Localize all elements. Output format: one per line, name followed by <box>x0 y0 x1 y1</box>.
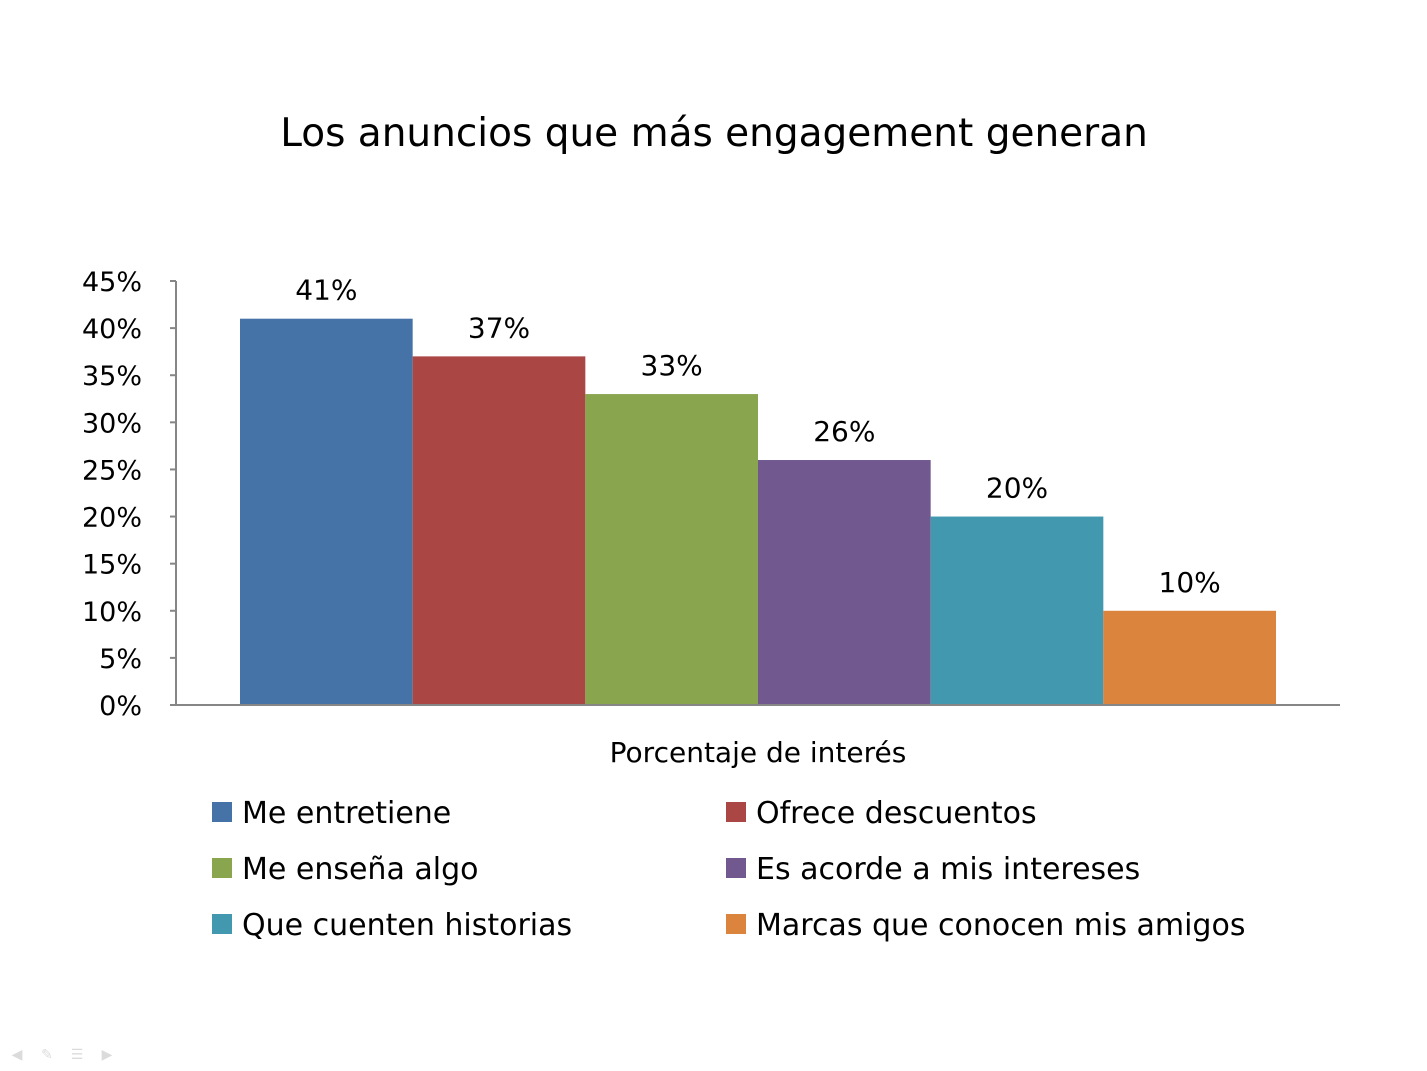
legend-swatch <box>212 914 232 934</box>
legend-swatch <box>726 858 746 878</box>
legend-label: Es acorde a mis intereses <box>756 852 1140 887</box>
data-labels: 41% 37% 33% 26% 20% 10% <box>295 274 1221 599</box>
legend-label: Marcas que conocen mis amigos <box>756 908 1245 943</box>
y-tick-label: 15% <box>82 550 142 581</box>
y-tick-label: 20% <box>82 503 142 534</box>
y-tick-label: 5% <box>99 644 142 675</box>
pen-icon[interactable]: ✎ <box>41 1047 53 1063</box>
legend-swatch <box>726 914 746 934</box>
y-tick-label: 10% <box>82 597 142 628</box>
bar <box>412 356 586 705</box>
bar <box>585 394 758 705</box>
legend-label: Que cuenten historias <box>242 908 572 943</box>
y-tick-label: 45% <box>82 267 142 298</box>
data-label: 26% <box>813 415 875 448</box>
menu-icon[interactable]: ☰ <box>70 1047 84 1063</box>
y-tick-label: 0% <box>99 691 142 722</box>
previous-slide-icon[interactable]: ◀ <box>11 1047 23 1063</box>
legend-label: Ofrece descuentos <box>756 796 1037 831</box>
data-label: 37% <box>468 311 530 344</box>
legend: Me entretiene Ofrece descuentos Me enseña … <box>212 796 1245 943</box>
next-slide-icon[interactable]: ▶ <box>101 1047 113 1063</box>
data-label: 10% <box>1159 566 1221 599</box>
data-label: 33% <box>641 349 703 382</box>
legend-swatch <box>212 858 232 878</box>
x-axis-label: Porcentaje de interés <box>610 736 907 769</box>
bar <box>240 318 413 705</box>
slide-navigation: ◀ ✎ ☰ ▶ <box>6 1047 118 1063</box>
legend-label: Me enseña algo <box>242 852 478 887</box>
y-axis-ticks: 0% 5% 10% 15% 20% 25% 30% 35% 40% 45% <box>82 267 176 722</box>
y-tick-label: 30% <box>82 408 142 439</box>
legend-swatch <box>726 802 746 822</box>
data-label: 20% <box>986 472 1048 505</box>
chart-title: Los anuncios que más engagement generan <box>280 111 1148 156</box>
bar <box>758 460 931 705</box>
y-tick-label: 35% <box>82 361 142 392</box>
bars <box>240 318 1276 705</box>
y-tick-label: 25% <box>82 455 142 486</box>
legend-swatch <box>212 802 232 822</box>
bar <box>930 516 1104 705</box>
y-tick-label: 40% <box>82 314 142 345</box>
data-label: 41% <box>295 274 357 307</box>
legend-label: Me entretiene <box>242 796 451 831</box>
bar <box>1103 610 1276 705</box>
